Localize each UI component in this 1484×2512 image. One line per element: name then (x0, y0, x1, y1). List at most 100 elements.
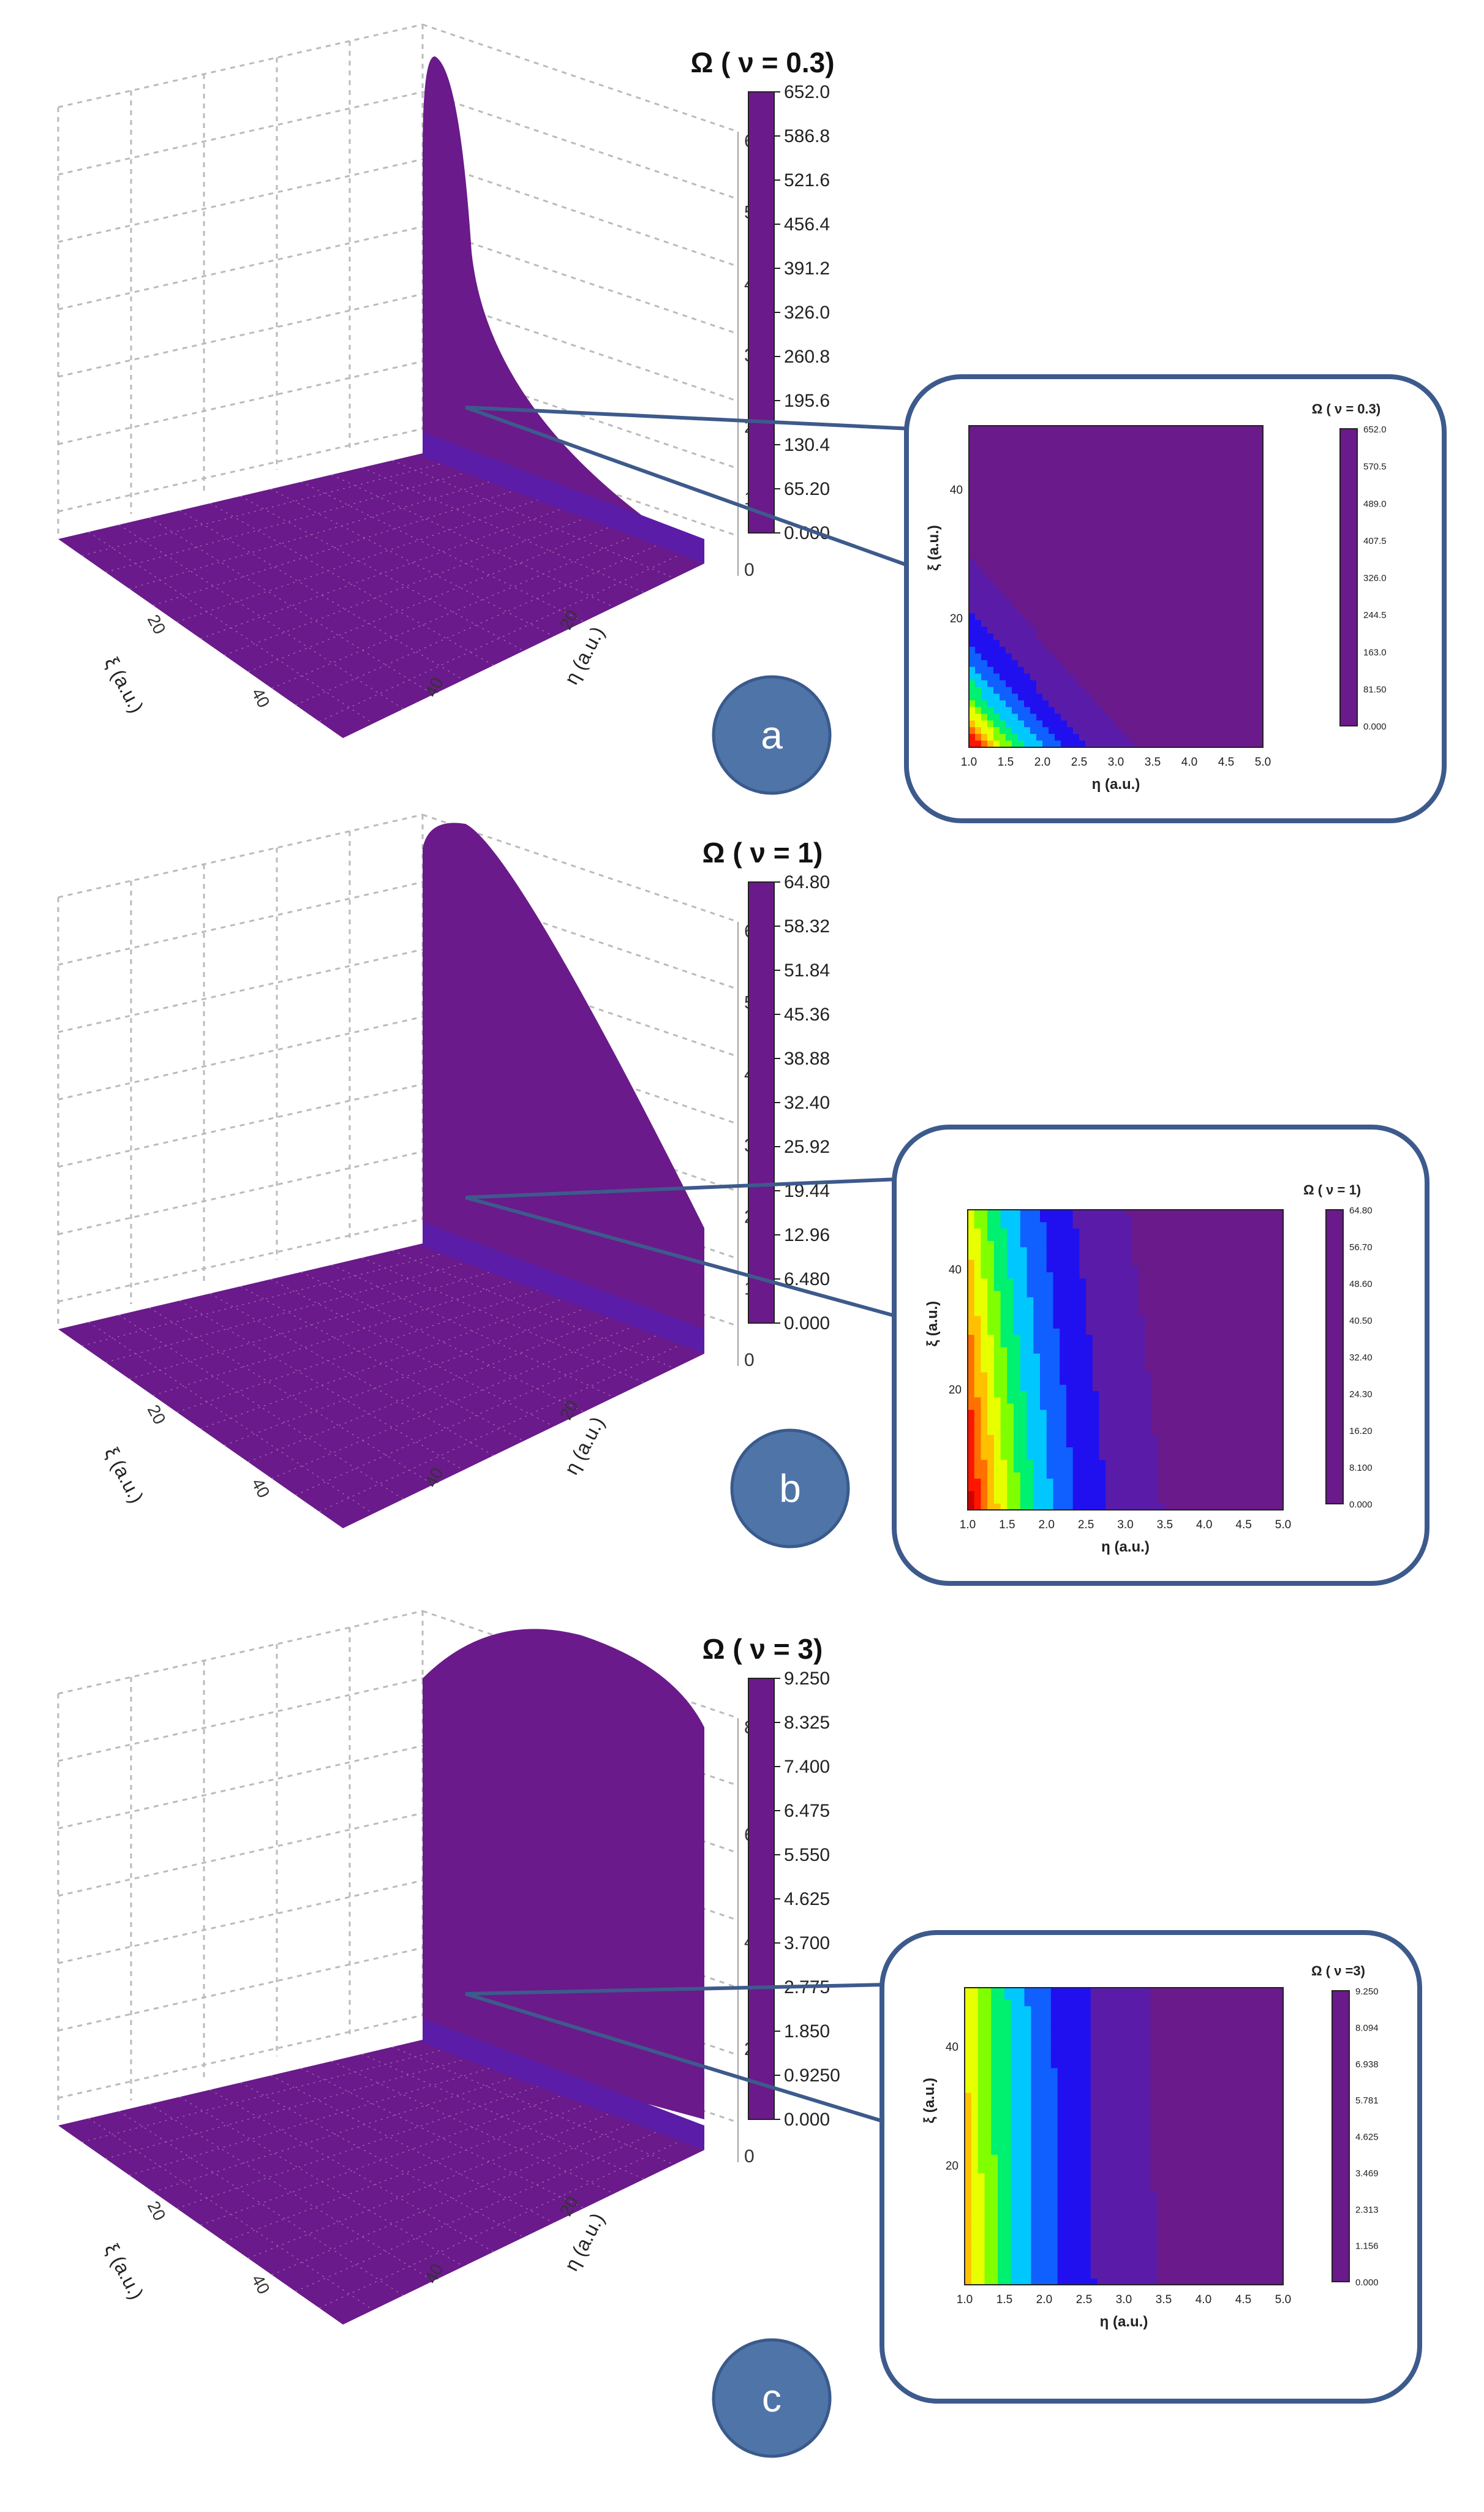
heatmap-cell (1214, 660, 1221, 668)
heatmap-cell (1237, 1310, 1245, 1317)
heatmap-cell (968, 1291, 975, 1298)
heatmap-cell (1036, 660, 1043, 668)
heatmap-cell (993, 1428, 1001, 1436)
heatmap-cell (1092, 1328, 1100, 1335)
heatmap-cell (1014, 1241, 1021, 1248)
heatmap-cell (1196, 707, 1202, 714)
heatmap-cell (981, 1335, 988, 1341)
heatmap-cell (1197, 1497, 1205, 1504)
heatmap-cell (974, 1435, 982, 1442)
heatmap-cell (981, 546, 988, 554)
heatmap-cell (1276, 1372, 1284, 1379)
heatmap-cell (1208, 445, 1215, 453)
heatmap-cell (1171, 1241, 1178, 1248)
heatmap-cell (1125, 1391, 1132, 1398)
heatmap-cell (1220, 600, 1227, 607)
heatmap-cell (1153, 673, 1159, 681)
heatmap-cell (1128, 613, 1135, 620)
heatmap-cell (1072, 1253, 1080, 1261)
heatmap-cell (1007, 1247, 1014, 1254)
heatmap-cell (1230, 1322, 1238, 1329)
heatmap-cell (993, 687, 1000, 695)
heatmap-cell (1220, 513, 1227, 520)
heatmap-cell (987, 1497, 995, 1504)
heatmap-cell (1014, 1454, 1021, 1460)
heatmap-cell (1091, 707, 1098, 714)
heatmap-cell (1012, 566, 1019, 574)
heatmap-cell (1153, 452, 1159, 460)
heatmap-cell (1116, 700, 1123, 707)
heatmap-cell (1164, 1291, 1172, 1298)
heatmap-cell (1140, 459, 1147, 467)
heatmap-cell (1183, 499, 1190, 507)
heatmap-cell (1112, 1303, 1120, 1310)
heatmap-cell (1049, 700, 1055, 707)
heatmap-cell (1012, 660, 1019, 668)
heatmap-cell (1012, 533, 1019, 540)
heatmap-cell (1049, 492, 1055, 500)
heatmap-cell (1224, 1503, 1231, 1511)
heatmap-cell (1125, 1316, 1132, 1323)
heatmap-cell (1105, 1422, 1113, 1429)
heatmap-cell (1098, 466, 1104, 473)
heatmap-cell (1079, 1322, 1087, 1329)
heatmap-cell (1112, 1497, 1120, 1504)
heatmap-cell (1202, 620, 1208, 627)
heatmap-cell (987, 1353, 995, 1360)
heatmap-cell (1147, 734, 1153, 741)
heatmap-cell (1263, 1210, 1271, 1216)
heatmap-cell (1226, 613, 1233, 620)
heatmap-cell (1125, 1297, 1132, 1304)
inset-x-tick-label: 4.0 (1181, 756, 1197, 769)
heatmap-cell (1217, 1303, 1225, 1310)
heatmap-cell (1171, 700, 1178, 707)
heatmap-cell (1046, 1272, 1054, 1279)
heatmap-cell (1185, 1247, 1192, 1254)
y-axis-label: ξ (a.u.) (100, 653, 148, 716)
heatmap-cell (1153, 472, 1159, 480)
heatmap-cell (1000, 1460, 1008, 1467)
heatmap-cell (987, 486, 994, 493)
heatmap-cell (1099, 1297, 1106, 1304)
heatmap-cell (1159, 533, 1166, 540)
heatmap-cell (1036, 445, 1043, 453)
heatmap-cell (993, 666, 1000, 674)
heatmap-cell (1197, 1360, 1205, 1367)
heatmap-cell (1092, 1422, 1100, 1429)
heatmap-cell (1099, 1503, 1106, 1511)
heatmap-cell (1276, 1284, 1284, 1292)
heatmap-cell (1061, 633, 1068, 641)
heatmap-cell (1147, 459, 1153, 467)
heatmap-cell (1191, 1422, 1199, 1429)
heatmap-cell (1276, 1403, 1284, 1411)
heatmap-cell (968, 1303, 975, 1310)
heatmap-cell (1116, 439, 1123, 447)
heatmap-cell (1196, 653, 1202, 661)
heatmap-cell (993, 633, 1000, 641)
heatmap-cell (981, 1322, 988, 1329)
heatmap-cell (1245, 432, 1251, 440)
heatmap-cell (1153, 640, 1159, 647)
heatmap-cell (1153, 593, 1159, 600)
heatmap-cell (993, 693, 1000, 701)
heatmap-cell (1243, 1272, 1251, 1279)
heatmap-cell (993, 1322, 1001, 1329)
heatmap-cell (1158, 1378, 1166, 1386)
heatmap-cell (993, 1422, 1001, 1429)
heatmap-cell (1042, 492, 1049, 500)
heatmap-cell (1185, 1335, 1192, 1341)
heatmap-cell (1007, 1447, 1014, 1454)
heatmap-cell (1270, 1378, 1277, 1386)
heatmap-cell (1132, 1297, 1139, 1304)
heatmap-cell (1191, 1228, 1199, 1235)
colorbar (748, 1678, 775, 2120)
heatmap-cell (1159, 432, 1166, 440)
x-axis-label: η (a.u.) (560, 2209, 608, 2274)
heatmap-cell (1024, 620, 1031, 627)
heatmap-cell (1073, 499, 1080, 507)
inset-colorbar-tick-label: 0.000 (1349, 1499, 1373, 1510)
heatmap-cell (1226, 734, 1233, 741)
heatmap-cell (1178, 1210, 1185, 1216)
heatmap-cell (1036, 573, 1043, 581)
heatmap-cell (1202, 559, 1208, 567)
